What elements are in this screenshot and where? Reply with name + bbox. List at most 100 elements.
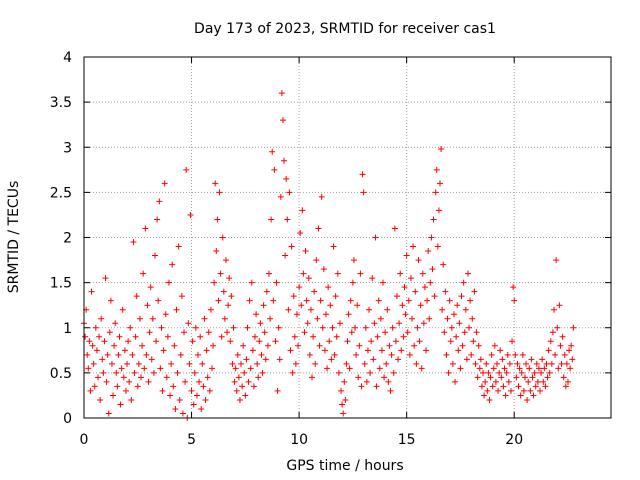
data-point — [338, 387, 345, 394]
data-point — [384, 306, 391, 313]
data-point — [322, 311, 329, 318]
data-point — [283, 175, 290, 182]
data-point — [509, 338, 516, 345]
data-point — [429, 266, 436, 273]
data-point — [336, 320, 343, 327]
data-point — [415, 257, 422, 264]
data-point — [273, 279, 280, 286]
data-point — [225, 302, 232, 309]
data-point — [461, 329, 468, 336]
x-tick-label: 15 — [398, 432, 416, 448]
data-point — [182, 378, 189, 385]
data-point — [315, 225, 322, 232]
data-point — [321, 347, 328, 354]
data-point — [406, 351, 413, 358]
y-axis-label: SRMTID / TECUs — [6, 181, 22, 294]
x-axis-label: GPS time / hours — [286, 458, 403, 474]
data-point — [444, 315, 451, 322]
data-point — [327, 302, 334, 309]
data-point — [512, 351, 519, 358]
data-point — [397, 270, 404, 277]
data-point — [191, 369, 198, 376]
data-point — [464, 270, 471, 277]
data-point — [261, 329, 268, 336]
data-point — [89, 342, 96, 349]
data-point — [90, 360, 97, 367]
data-point — [111, 342, 118, 349]
data-point — [385, 378, 392, 385]
data-point — [94, 374, 101, 381]
y-tick-label: 3 — [63, 140, 72, 156]
data-point — [350, 257, 357, 264]
data-point — [88, 288, 95, 295]
data-point — [269, 148, 276, 155]
data-point — [328, 356, 335, 363]
data-point — [115, 351, 122, 358]
data-point — [348, 329, 355, 336]
data-point — [421, 284, 428, 291]
data-point — [245, 378, 252, 385]
data-point — [356, 342, 363, 349]
data-point — [98, 315, 105, 322]
data-point — [431, 293, 438, 300]
data-point — [564, 378, 571, 385]
data-point — [387, 387, 394, 394]
data-point — [264, 342, 271, 349]
data-point — [570, 324, 577, 331]
data-point — [93, 347, 100, 354]
data-point — [176, 396, 183, 403]
data-point — [305, 275, 312, 282]
data-point — [505, 378, 512, 385]
data-point — [520, 387, 527, 394]
data-point — [128, 396, 135, 403]
data-point — [396, 320, 403, 327]
data-point — [463, 356, 470, 363]
data-point — [139, 342, 146, 349]
data-point — [430, 216, 437, 223]
data-point — [442, 288, 449, 295]
data-point — [507, 387, 514, 394]
data-point — [388, 351, 395, 358]
data-point — [205, 329, 212, 336]
data-point — [204, 374, 211, 381]
data-point — [367, 369, 374, 376]
data-point — [227, 338, 234, 345]
data-point — [85, 365, 92, 372]
data-point — [307, 306, 314, 313]
data-point — [208, 365, 215, 372]
data-point — [173, 306, 180, 313]
data-point — [144, 302, 151, 309]
data-point — [226, 275, 233, 282]
data-point — [514, 360, 521, 367]
data-point — [524, 396, 531, 403]
data-point — [165, 279, 172, 286]
data-point — [533, 360, 540, 367]
data-point — [369, 275, 376, 282]
data-point — [200, 383, 207, 390]
data-point — [510, 284, 517, 291]
data-point — [393, 293, 400, 300]
data-point — [116, 333, 123, 340]
data-point — [108, 360, 115, 367]
data-point — [456, 320, 463, 327]
y-tick-label: 2.5 — [50, 185, 72, 201]
data-point — [455, 347, 462, 354]
data-point — [259, 369, 266, 376]
data-point — [473, 329, 480, 336]
data-point — [407, 275, 414, 282]
data-point — [335, 369, 342, 376]
data-point — [548, 360, 555, 367]
data-point — [217, 270, 224, 277]
data-point — [371, 320, 378, 327]
data-point — [359, 171, 366, 178]
data-point — [566, 347, 573, 354]
data-point — [391, 225, 398, 232]
data-point — [148, 356, 155, 363]
data-point — [537, 387, 544, 394]
data-point — [100, 369, 107, 376]
data-point — [357, 270, 364, 277]
data-point — [554, 324, 561, 331]
data-point — [450, 311, 457, 318]
data-point — [249, 347, 256, 354]
data-point — [343, 360, 350, 367]
